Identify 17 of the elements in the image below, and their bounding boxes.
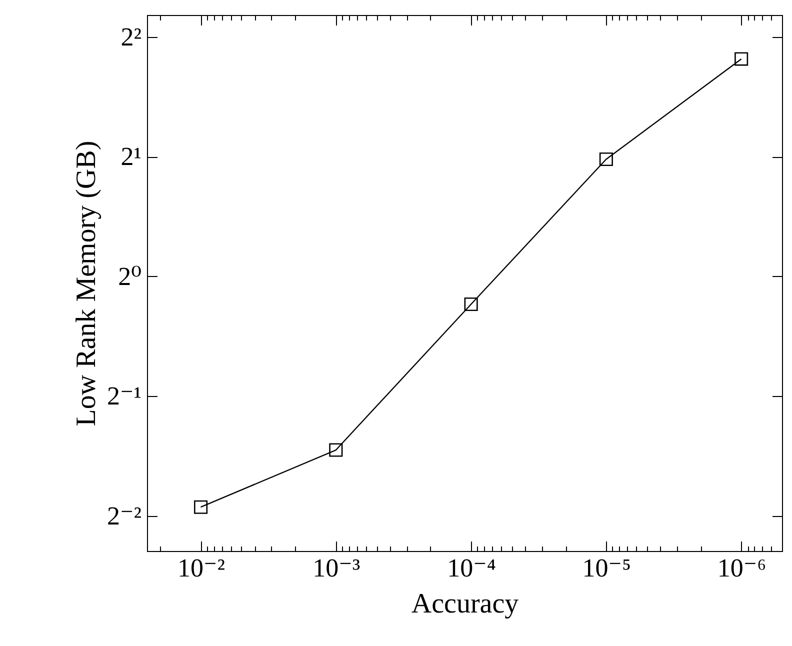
x-tick-label: 10⁻² bbox=[178, 554, 226, 582]
x-axis-title: Accuracy bbox=[411, 588, 519, 620]
y-tick-label: 2² bbox=[120, 22, 142, 52]
point bbox=[464, 297, 478, 312]
y-tick-label: 2⁰ bbox=[118, 262, 142, 291]
point bbox=[599, 152, 613, 166]
point bbox=[329, 443, 343, 457]
y-tick-label: 2⁻¹ bbox=[106, 382, 142, 411]
y-tick-label: 2⁻² bbox=[106, 501, 142, 530]
y-axis-title: Low Rank Memory (GB) bbox=[70, 140, 102, 426]
point bbox=[734, 52, 748, 66]
x-tick-label: 10⁻³ bbox=[312, 554, 360, 582]
point bbox=[194, 500, 208, 514]
y-tick-label: 2¹ bbox=[120, 142, 142, 172]
x-tick-label: 10⁻⁶ bbox=[717, 554, 766, 582]
x-tick-label: 10⁻⁴ bbox=[447, 554, 496, 582]
x-tick-label: 10⁻⁵ bbox=[582, 554, 632, 582]
